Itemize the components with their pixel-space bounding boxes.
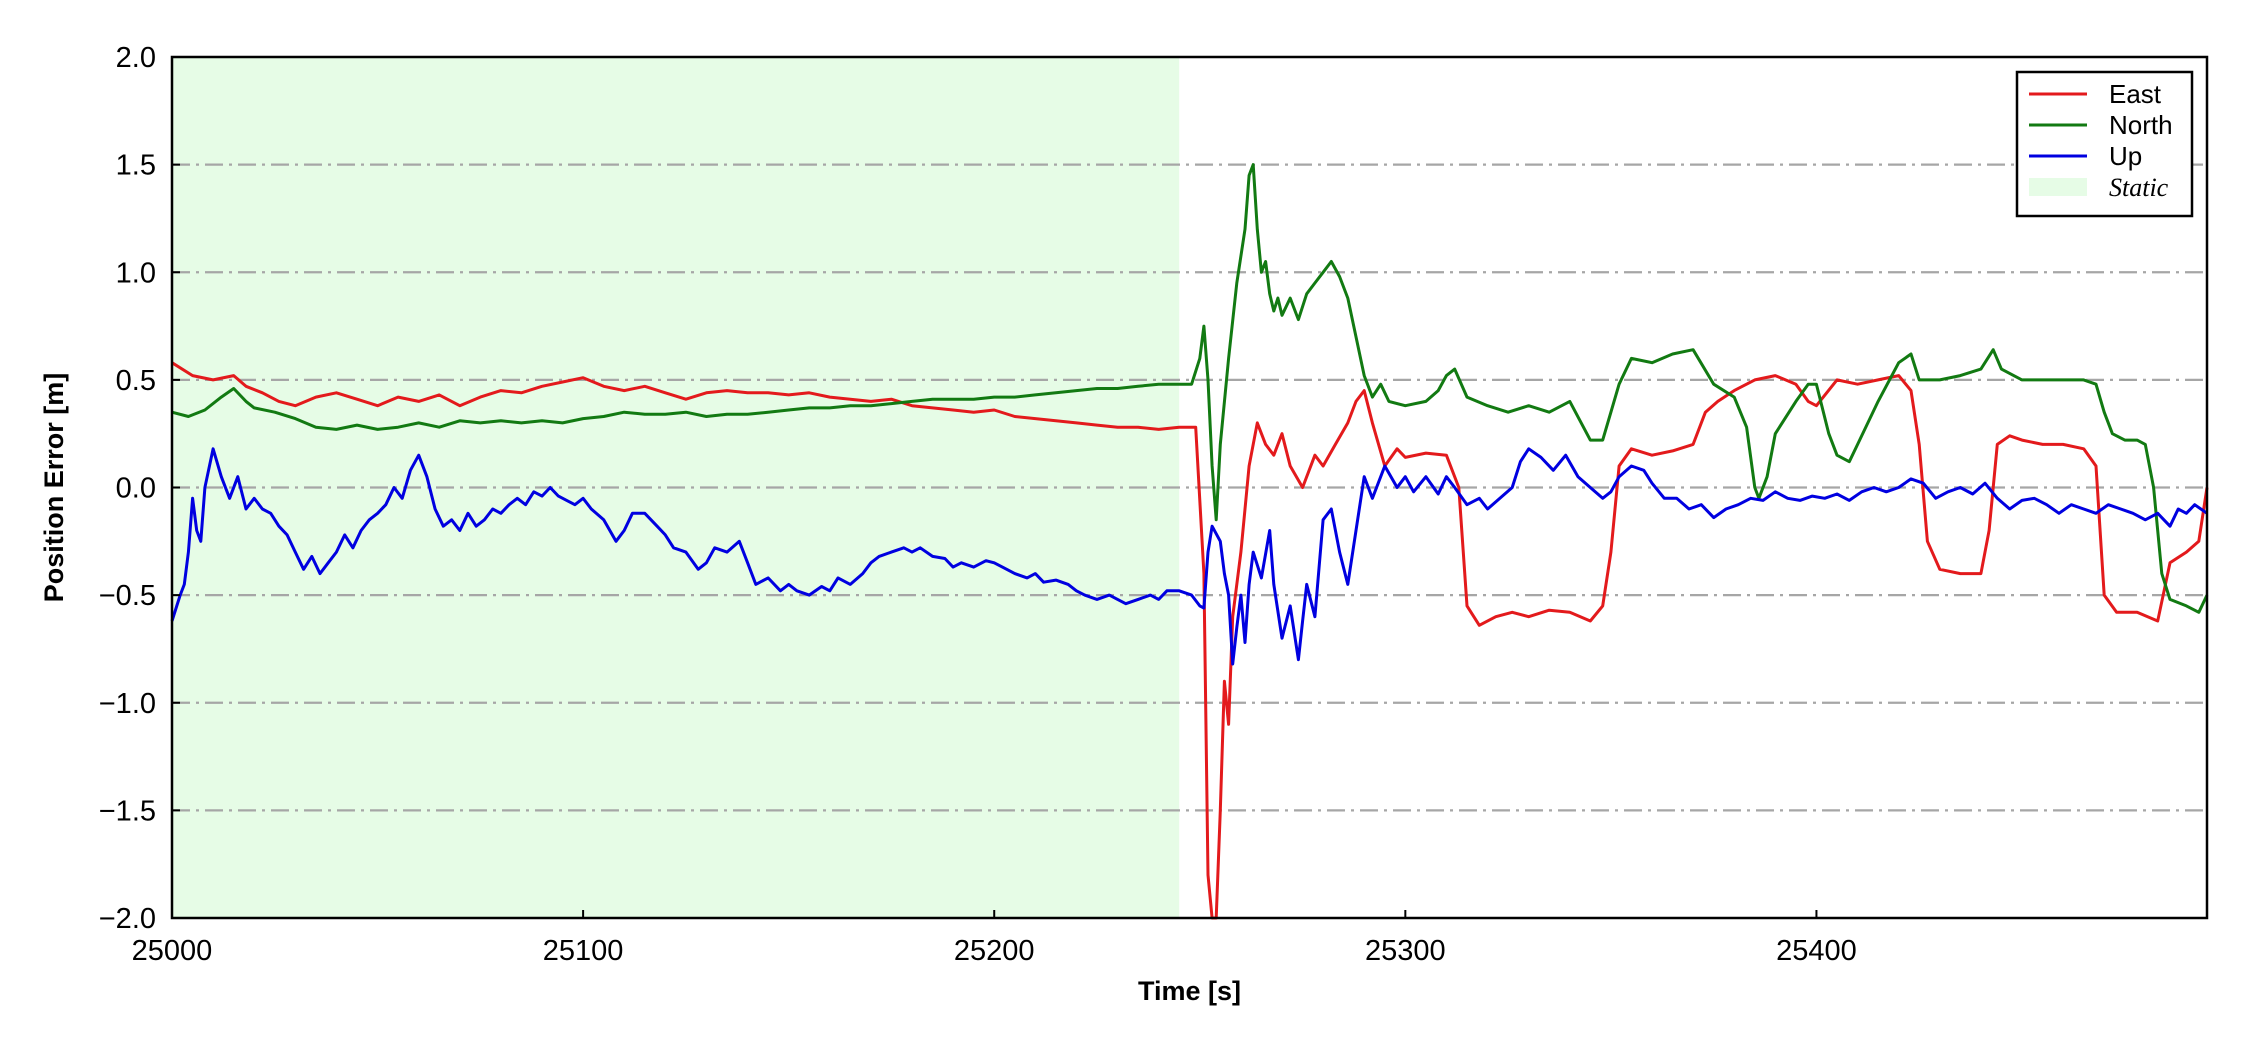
x-axis-title: Time [s] (1138, 976, 1241, 1006)
y-axis-title: Position Error [m] (39, 373, 69, 603)
series-line-east (171, 361, 2209, 920)
legend-swatch-static (2029, 178, 2087, 196)
y-tick-label: 2.0 (116, 42, 156, 74)
series-line-up (170, 447, 2208, 666)
y-tick-label: 1.5 (116, 150, 156, 182)
x-tick-label: 25100 (543, 935, 624, 967)
y-tick-label: −1.0 (99, 688, 156, 720)
legend-label-north: North (2109, 110, 2173, 140)
legend-label-east: East (2109, 79, 2162, 109)
legend-label-static: Static (2109, 173, 2169, 202)
x-tick-label: 25300 (1365, 935, 1446, 967)
x-tick-label: 25000 (132, 935, 213, 967)
series-line-north (171, 163, 2209, 614)
legend-label-up: Up (2109, 141, 2142, 171)
y-tick-label: −0.5 (99, 580, 156, 612)
y-tick-label: −1.5 (99, 795, 156, 827)
y-tick-label: 0.0 (116, 473, 156, 505)
x-tick-label: 25400 (1776, 935, 1857, 967)
x-tick-label: 25200 (954, 935, 1035, 967)
y-tick-label: 1.0 (116, 257, 156, 289)
y-tick-label: 0.5 (116, 365, 156, 397)
y-tick-label: −2.0 (99, 903, 156, 935)
